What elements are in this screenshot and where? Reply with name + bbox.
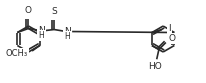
Text: S: S <box>51 7 57 16</box>
Text: N: N <box>63 27 70 36</box>
Text: O: O <box>25 6 32 15</box>
Text: OCH₃: OCH₃ <box>6 49 28 58</box>
Text: N: N <box>38 26 44 35</box>
Text: I: I <box>167 24 170 33</box>
Text: O: O <box>168 34 175 43</box>
Text: H: H <box>64 32 70 41</box>
Text: HO: HO <box>147 62 161 71</box>
Text: H: H <box>38 31 44 40</box>
